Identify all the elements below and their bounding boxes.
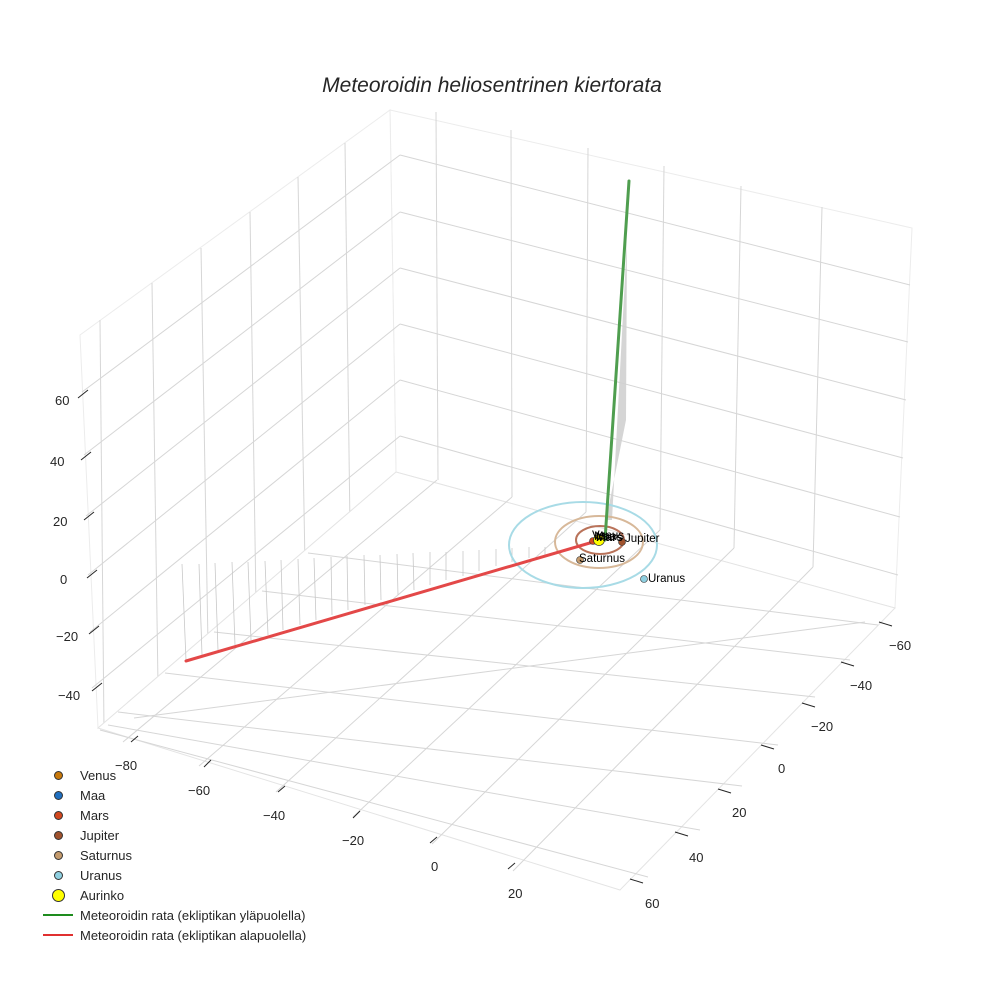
legend-label: Jupiter [80, 827, 120, 843]
legend-label: Aurinko [80, 887, 125, 903]
z-axis-ticks [77, 389, 103, 692]
legend-label: Meteoroidin rata (ekliptikan alapuolella… [80, 927, 307, 943]
maa-dot-icon [53, 790, 63, 800]
floor-grid [96, 471, 896, 891]
legend-label: Meteoroidin rata (ekliptikan yläpuolella… [80, 907, 306, 923]
left-wall-grid [79, 109, 401, 731]
x-tick: 0 [431, 859, 438, 874]
green-trajectory-line[interactable] [603, 179, 631, 542]
z-tick: −20 [56, 629, 78, 644]
legend-label: Venus [80, 767, 117, 783]
z-tick: 20 [53, 514, 67, 529]
x-tick: −40 [263, 808, 285, 823]
venus-dot-icon [53, 770, 63, 780]
maa-label: Maa [594, 531, 617, 543]
saturnus-label: Saturnus [579, 553, 625, 565]
y-tick: −40 [850, 678, 872, 693]
red-trajectory-drop-lines [181, 547, 546, 661]
back-wall-grid [389, 109, 913, 609]
sun-dot-icon [51, 888, 65, 902]
legend-item-mars[interactable]: Mars [36, 805, 306, 825]
y-tick: −20 [811, 719, 833, 734]
uranus-orbit [508, 501, 658, 589]
saturnus-orbit [554, 515, 644, 569]
green-trajectory-shadow [606, 240, 627, 520]
uranus-dot-icon [53, 870, 63, 880]
z-tick: 40 [50, 454, 64, 469]
legend-item-uranus[interactable]: Uranus [36, 865, 306, 885]
y-tick: 0 [778, 761, 785, 776]
legend-label: Maa [80, 787, 106, 803]
mars-label: Mars [596, 532, 623, 544]
z-tick: −40 [58, 688, 80, 703]
chart-title: Meteoroidin heliosentrinen kiertorata [322, 74, 662, 97]
jupiter-marker[interactable] [618, 538, 626, 546]
legend-label: Uranus [80, 867, 122, 883]
legend-item-saturnus[interactable]: Saturnus [36, 845, 306, 865]
legend-item-red-trajectory[interactable]: Meteoroidin rata (ekliptikan alapuolella… [36, 925, 306, 945]
legend-label: Mars [80, 807, 109, 823]
y-tick: 40 [689, 850, 703, 865]
legend: Venus Maa Mars Jupiter Saturnus Uranus A… [36, 765, 306, 945]
mars-dot-icon [53, 810, 63, 820]
jupiter-dot-icon [53, 830, 63, 840]
saturnus-marker[interactable] [576, 556, 584, 564]
legend-label: Saturnus [80, 847, 133, 863]
uranus-label: Uranus [648, 573, 685, 585]
y-axis-ticks [629, 621, 893, 884]
x-tick: −20 [342, 833, 364, 848]
x-tick: −80 [115, 758, 137, 773]
legend-item-jupiter[interactable]: Jupiter [36, 825, 306, 845]
z-tick: 0 [60, 572, 67, 587]
green-line-icon [43, 914, 73, 916]
y-tick: 60 [645, 896, 659, 911]
z-tick: 60 [55, 393, 69, 408]
y-tick: −60 [889, 638, 911, 653]
legend-item-aurinko[interactable]: Aurinko [36, 885, 306, 905]
y-tick: 20 [732, 805, 746, 820]
uranus-marker[interactable] [640, 575, 648, 583]
legend-item-venus[interactable]: Venus [36, 765, 306, 785]
sun-marker[interactable] [593, 534, 605, 546]
saturnus-dot-icon [53, 850, 63, 860]
legend-item-green-trajectory[interactable]: Meteoroidin rata (ekliptikan yläpuolella… [36, 905, 306, 925]
x-axis-ticks [130, 735, 516, 870]
venus-label: Venus [592, 530, 624, 542]
x-tick: 20 [508, 886, 522, 901]
legend-item-maa[interactable]: Maa [36, 785, 306, 805]
x-tick: −60 [188, 783, 210, 798]
jupiter-label: Jupiter [625, 533, 660, 545]
red-trajectory-line[interactable] [184, 538, 602, 663]
red-line-icon [43, 934, 73, 936]
